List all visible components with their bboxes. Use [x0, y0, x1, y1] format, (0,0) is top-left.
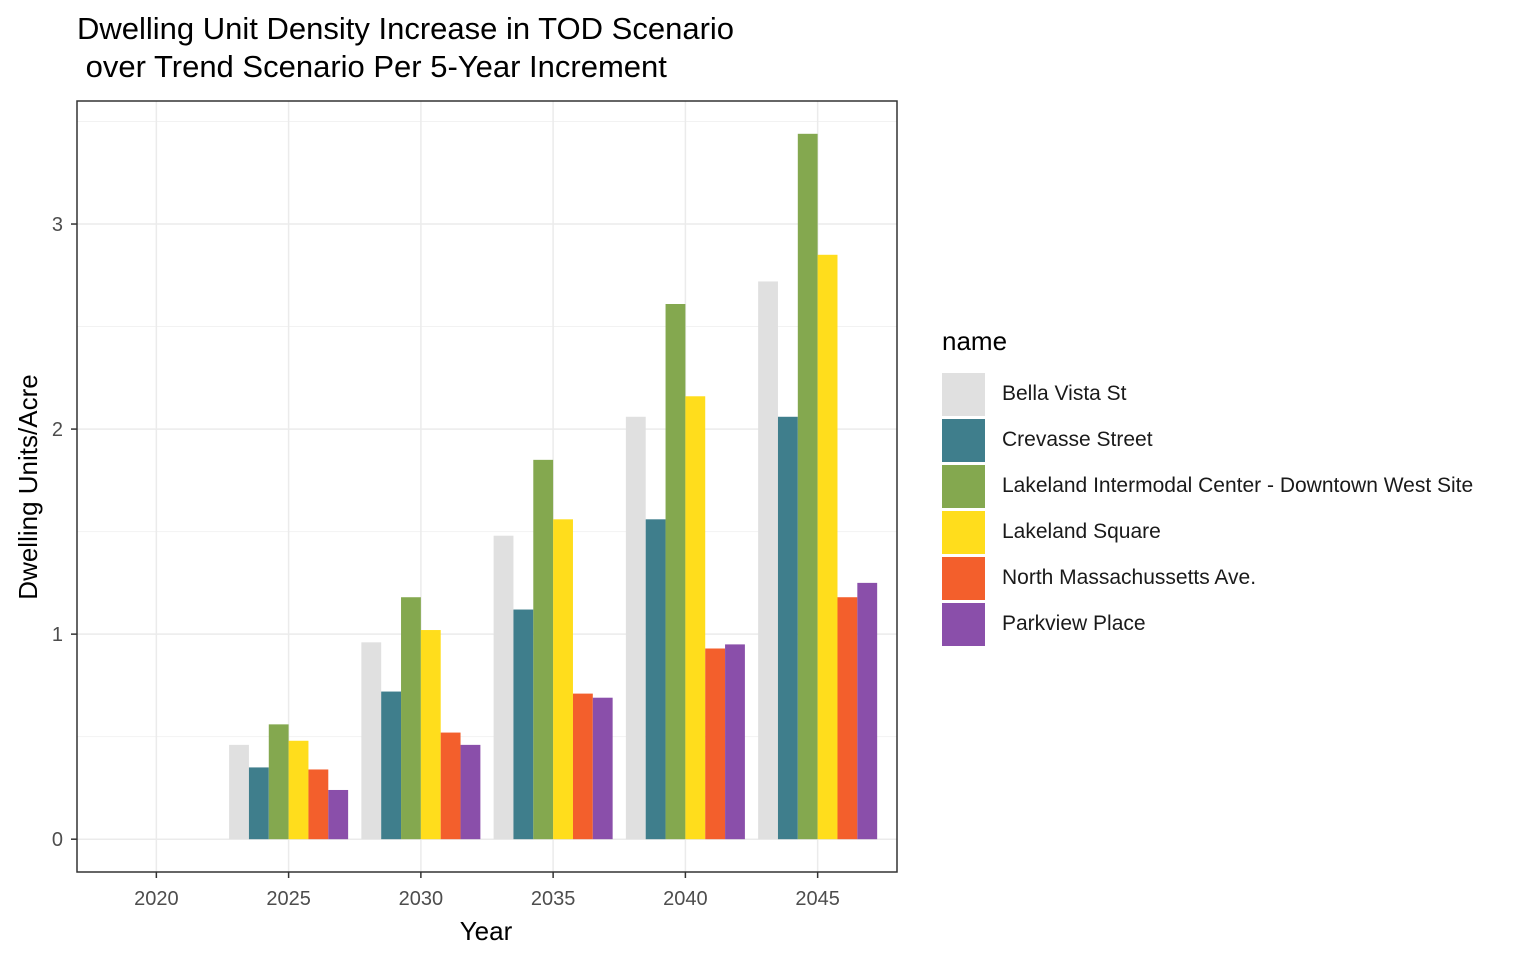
legend: name Bella Vista St Crevasse Street Lakela… — [942, 326, 1473, 647]
legend-key-swatch — [942, 510, 985, 554]
y-tick-label: 1 — [52, 624, 63, 646]
legend-key-swatch — [942, 418, 985, 462]
y-tick-label: 0 — [52, 829, 63, 851]
legend-item: Bella Vista St — [942, 371, 1473, 417]
legend-label: North Massachussetts Ave. — [1002, 566, 1257, 589]
bar — [665, 304, 686, 840]
bar — [268, 724, 289, 840]
bar — [817, 254, 838, 840]
bar — [533, 459, 554, 840]
bar — [645, 519, 666, 840]
bar — [288, 740, 309, 840]
bar — [572, 693, 593, 840]
legend-items: Bella Vista St Crevasse Street Lakeland In… — [942, 371, 1473, 647]
legend-key-swatch — [942, 556, 985, 600]
x-tick-label: 2030 — [399, 888, 444, 910]
legend-label: Lakeland Square — [1002, 520, 1161, 543]
bar — [440, 732, 461, 840]
bar — [361, 642, 382, 840]
bar — [797, 133, 818, 840]
axes: 0 1 2 3 2020 2025 2030 2035 2040 2045 — [52, 214, 840, 910]
bar — [248, 767, 269, 840]
bar — [592, 697, 613, 840]
legend-label: Bella Vista St — [1002, 382, 1127, 405]
legend-item: Parkview Place — [942, 601, 1473, 647]
legend-key-swatch — [942, 464, 985, 508]
legend-title: name — [942, 326, 1008, 356]
chart-title-line-2: over Trend Scenario Per 5-Year Increment — [77, 49, 667, 84]
legend-label: Lakeland Intermodal Center - Downtown We… — [1002, 474, 1474, 497]
bar — [685, 396, 706, 840]
bar — [625, 416, 646, 840]
bar — [229, 744, 249, 840]
panel-border — [76, 100, 898, 873]
bar — [401, 597, 421, 840]
bar — [308, 769, 329, 840]
chart-title-line-1: Dwelling Unit Density Increase in TOD Sc… — [77, 11, 735, 46]
bar — [328, 789, 349, 840]
legend-item: Lakeland Square — [942, 509, 1473, 555]
bar — [837, 597, 858, 840]
bar — [857, 582, 878, 840]
legend-key-swatch — [942, 372, 985, 416]
y-axis-label: Dwelling Units/Acre — [13, 374, 43, 599]
bar — [381, 691, 402, 840]
bars — [229, 133, 878, 840]
bar — [725, 644, 745, 840]
legend-label: Crevasse Street — [1002, 428, 1153, 451]
bar — [777, 416, 798, 840]
bar — [758, 281, 778, 840]
x-tick-label: 2035 — [531, 888, 576, 910]
x-tick-label: 2040 — [663, 888, 708, 910]
bar — [513, 609, 534, 840]
bar-chart: 0 1 2 3 2020 2025 2030 2035 2040 2045 Year Dwelli… — [13, 100, 898, 946]
x-tick-label: 2020 — [134, 888, 179, 910]
bar — [705, 648, 726, 840]
bar — [553, 519, 573, 840]
legend-item: North Massachussetts Ave. — [942, 555, 1473, 601]
x-tick-label: 2025 — [266, 888, 311, 910]
x-tick-label: 2045 — [795, 888, 840, 910]
legend-item: Lakeland Intermodal Center - Downtown We… — [942, 463, 1473, 509]
x-axis-label: Year — [460, 916, 513, 946]
y-tick-label: 3 — [52, 214, 63, 236]
legend-key-swatch — [942, 602, 985, 646]
y-tick-label: 2 — [52, 419, 63, 441]
bar — [460, 744, 481, 840]
bar — [420, 630, 441, 840]
legend-item: Crevasse Street — [942, 417, 1473, 463]
bar — [493, 535, 514, 840]
legend-label: Parkview Place — [1002, 612, 1146, 635]
